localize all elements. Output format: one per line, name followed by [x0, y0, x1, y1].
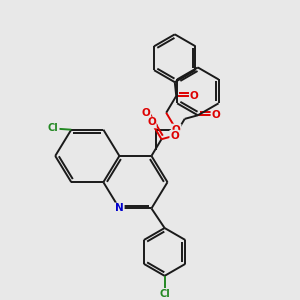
- Text: O: O: [212, 110, 220, 120]
- Text: O: O: [147, 118, 156, 128]
- Text: O: O: [142, 108, 150, 118]
- Text: O: O: [170, 130, 179, 141]
- Text: Cl: Cl: [48, 124, 59, 134]
- Text: O: O: [172, 124, 181, 134]
- Text: Cl: Cl: [159, 289, 170, 299]
- Text: O: O: [190, 91, 199, 101]
- Text: N: N: [115, 203, 124, 213]
